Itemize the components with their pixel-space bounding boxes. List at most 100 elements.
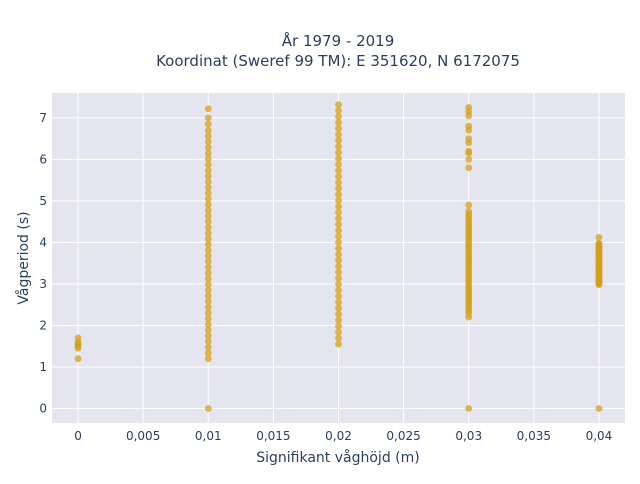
data-point bbox=[335, 310, 342, 318]
data-point bbox=[204, 258, 212, 266]
data-point bbox=[335, 191, 342, 198]
data-point bbox=[335, 149, 342, 156]
y-tick-label: 5 bbox=[39, 194, 47, 208]
data-point bbox=[335, 179, 342, 186]
x-tick-label: 0,005 bbox=[126, 429, 160, 443]
y-tick-label: 3 bbox=[39, 277, 47, 291]
data-point bbox=[204, 149, 212, 157]
data-point bbox=[204, 155, 212, 163]
data-point bbox=[465, 207, 473, 215]
data-point bbox=[465, 405, 473, 412]
y-tick-label: 4 bbox=[39, 235, 47, 249]
data-point bbox=[204, 246, 212, 254]
data-point bbox=[204, 326, 212, 334]
data-point bbox=[335, 137, 342, 144]
data-point bbox=[465, 201, 473, 209]
data-point bbox=[204, 195, 212, 203]
data-points bbox=[74, 101, 603, 412]
data-point bbox=[204, 355, 212, 363]
data-point bbox=[335, 244, 342, 252]
data-point bbox=[335, 203, 342, 210]
data-point bbox=[335, 250, 342, 258]
data-point bbox=[204, 105, 212, 113]
data-point bbox=[204, 166, 212, 174]
x-tick-label: 0,035 bbox=[517, 429, 551, 443]
data-point bbox=[335, 119, 342, 126]
data-point bbox=[204, 275, 212, 283]
data-point bbox=[595, 234, 603, 241]
data-point bbox=[595, 239, 603, 247]
data-point bbox=[335, 286, 342, 294]
data-point bbox=[204, 263, 212, 271]
data-point bbox=[335, 197, 342, 204]
data-point bbox=[335, 209, 342, 216]
data-point bbox=[335, 268, 342, 276]
x-tick-label: 0 bbox=[74, 429, 82, 443]
y-tick-label: 0 bbox=[39, 401, 47, 415]
x-tick-label: 0,04 bbox=[586, 429, 613, 443]
data-point bbox=[204, 138, 212, 146]
data-point bbox=[335, 185, 342, 192]
data-point bbox=[204, 349, 212, 357]
data-point bbox=[335, 125, 342, 132]
data-point bbox=[335, 304, 342, 312]
data-point bbox=[335, 256, 342, 264]
data-point bbox=[204, 218, 212, 226]
data-point bbox=[335, 220, 342, 228]
data-point bbox=[335, 334, 342, 342]
y-tick-label: 1 bbox=[39, 360, 47, 374]
data-point bbox=[465, 156, 473, 163]
data-point bbox=[204, 161, 212, 169]
data-point bbox=[335, 167, 342, 174]
data-point bbox=[335, 226, 342, 234]
data-point bbox=[204, 189, 212, 197]
data-point bbox=[335, 328, 342, 336]
data-point bbox=[204, 206, 212, 214]
data-point bbox=[204, 269, 212, 277]
data-point bbox=[204, 114, 212, 122]
data-point bbox=[204, 315, 212, 323]
data-point bbox=[335, 340, 342, 348]
data-point bbox=[204, 292, 212, 300]
data-point bbox=[204, 309, 212, 317]
y-tick-label: 2 bbox=[39, 318, 47, 332]
data-point bbox=[335, 161, 342, 168]
x-tick-label: 0,03 bbox=[455, 429, 482, 443]
data-point bbox=[335, 131, 342, 138]
data-point bbox=[204, 235, 212, 243]
data-point bbox=[204, 303, 212, 311]
x-tick-label: 0,025 bbox=[386, 429, 420, 443]
data-point bbox=[335, 238, 342, 246]
data-point bbox=[204, 172, 212, 180]
data-point bbox=[204, 144, 212, 151]
data-point bbox=[595, 405, 603, 412]
data-point bbox=[204, 321, 212, 328]
data-point bbox=[204, 132, 212, 140]
data-point bbox=[204, 343, 212, 351]
data-point bbox=[335, 280, 342, 288]
y-tick-label: 6 bbox=[39, 152, 47, 166]
data-point bbox=[204, 120, 212, 128]
data-point bbox=[74, 334, 82, 342]
data-point bbox=[335, 316, 342, 324]
data-point bbox=[204, 338, 212, 345]
data-point bbox=[335, 143, 342, 150]
data-point bbox=[204, 241, 212, 248]
x-tick-labels: 0 0,005 0,01 0,015 0,02 0,025 0,03 0,035 0,04 bbox=[74, 429, 612, 443]
data-point bbox=[204, 178, 212, 186]
data-point bbox=[204, 298, 212, 305]
data-point bbox=[204, 405, 212, 412]
data-point bbox=[335, 107, 342, 115]
data-point bbox=[204, 281, 212, 288]
data-point bbox=[204, 212, 212, 220]
data-point bbox=[465, 104, 473, 111]
x-tick-label: 0,01 bbox=[195, 429, 222, 443]
data-point bbox=[465, 313, 473, 321]
data-point bbox=[335, 155, 342, 162]
data-point bbox=[335, 113, 342, 120]
data-point bbox=[74, 355, 82, 363]
data-point bbox=[204, 252, 212, 260]
chart-title-line1: År 1979 - 2019 bbox=[282, 31, 395, 50]
data-point bbox=[204, 201, 212, 208]
